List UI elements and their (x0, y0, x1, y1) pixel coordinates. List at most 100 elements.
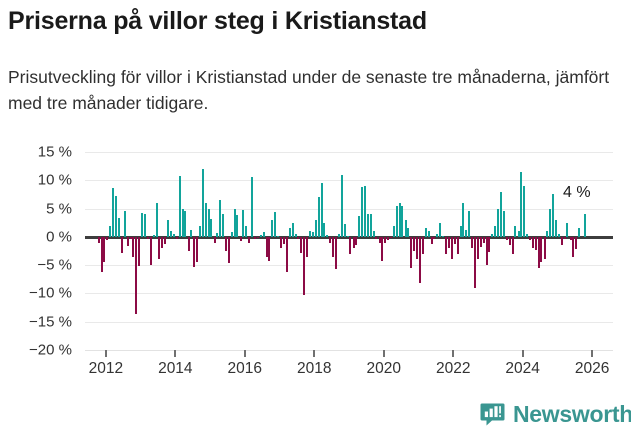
chart-bar (120, 236, 123, 253)
chart-bar (552, 194, 555, 237)
x-axis-tick-label: 2014 (158, 360, 193, 377)
chart-bar (418, 236, 421, 284)
x-axis-tick-mark (313, 350, 316, 357)
chart-bar (401, 205, 404, 237)
chart-bar (569, 236, 572, 241)
chart-bar (181, 208, 184, 237)
chart-bar (476, 236, 479, 260)
chart-bar (161, 236, 164, 249)
chart-bar (103, 236, 106, 263)
chart-bar (184, 210, 187, 237)
chart-bar (114, 196, 117, 237)
x-axis-tick-label: 2012 (88, 360, 124, 377)
chart-bar (242, 209, 245, 237)
x-axis-tick-mark (174, 350, 177, 357)
chart-bar (164, 236, 167, 245)
chart-bar (129, 236, 132, 240)
chart-bar (575, 236, 578, 250)
chart-bar (323, 222, 326, 237)
chart-bar (146, 236, 149, 239)
chart-bar (309, 231, 312, 237)
gridline (85, 293, 613, 295)
chart-bar (511, 236, 514, 254)
plot-area (85, 152, 613, 351)
chart-bar (132, 236, 135, 258)
chart-bar (118, 217, 121, 237)
y-axis-tick-label: −5 % (37, 256, 72, 274)
chart-bar (520, 171, 523, 237)
chart-bar (126, 236, 129, 246)
chart-bar (549, 208, 552, 237)
chart-bar (291, 223, 294, 237)
chart-bar (448, 236, 451, 249)
chart-bar (210, 218, 213, 237)
chart-bar (138, 236, 141, 267)
chart-bar (283, 236, 286, 244)
chart-bar (528, 236, 531, 241)
y-axis-tick-label: −20 % (29, 341, 72, 359)
chart-bar (355, 236, 358, 245)
chart-bar (248, 236, 251, 243)
chart-bar (523, 185, 526, 237)
chart-bar (204, 202, 207, 237)
chart-bar (557, 234, 560, 237)
y-axis-tick-label: 5 % (46, 200, 72, 218)
chart-bar (140, 212, 143, 237)
chart-bar (459, 225, 462, 237)
chart-bar (572, 236, 575, 257)
gridline (85, 265, 613, 267)
chart-bar (317, 197, 320, 237)
y-axis-tick-label: 10 % (37, 171, 72, 189)
y-axis-tick-label: −15 % (29, 313, 72, 331)
chart-bar (378, 236, 381, 243)
x-axis-tick-mark (243, 350, 246, 357)
chart-bar (193, 236, 196, 267)
chart-bar (225, 236, 228, 251)
chart-bar (320, 183, 323, 237)
chart-bar (413, 236, 416, 251)
x-axis-tick-label: 2020 (366, 360, 401, 377)
gridline (85, 152, 613, 153)
chart-bar (123, 211, 126, 237)
chart-bar (233, 208, 236, 237)
chart-bar (560, 236, 563, 246)
chart-bar (508, 236, 511, 245)
chart-bar (251, 177, 254, 237)
y-axis-tick-label: 15 % (37, 143, 72, 161)
chart-bar (543, 236, 546, 260)
chart-bar (190, 230, 193, 237)
chart-bar (526, 234, 529, 237)
x-axis-tick-label: 2018 (297, 360, 332, 377)
chart-bar (566, 222, 569, 237)
x-axis-tick-label: 2022 (435, 360, 471, 377)
chart-bar (410, 236, 413, 268)
chart-bar (314, 219, 317, 237)
chart-bar (216, 233, 219, 237)
chart-bar (219, 200, 222, 237)
chart-bar (583, 214, 586, 237)
chart-bar (227, 236, 230, 264)
chart-bar (279, 236, 282, 249)
x-axis-tick-label: 2026 (574, 360, 610, 377)
chart-bar (152, 234, 155, 237)
chart-bar (285, 236, 288, 272)
gridline (85, 208, 613, 210)
chart-bar (245, 225, 248, 237)
chart-bar (106, 236, 109, 241)
chart-bar (352, 236, 355, 249)
chart-bar (196, 236, 199, 263)
chart-bar (109, 225, 112, 237)
chart-bar (456, 236, 459, 254)
chart-bar (158, 236, 161, 260)
chart-bar (262, 232, 265, 237)
chart-bar (230, 232, 233, 237)
chart-bar (465, 230, 468, 237)
chart-bar (149, 236, 152, 266)
chart-bar (404, 219, 407, 237)
chart-bar (305, 236, 308, 258)
chart-bar (375, 236, 378, 240)
chart-bar (97, 236, 100, 243)
last-value-annotation: 4 % (563, 184, 591, 201)
chart-bar (555, 219, 558, 237)
